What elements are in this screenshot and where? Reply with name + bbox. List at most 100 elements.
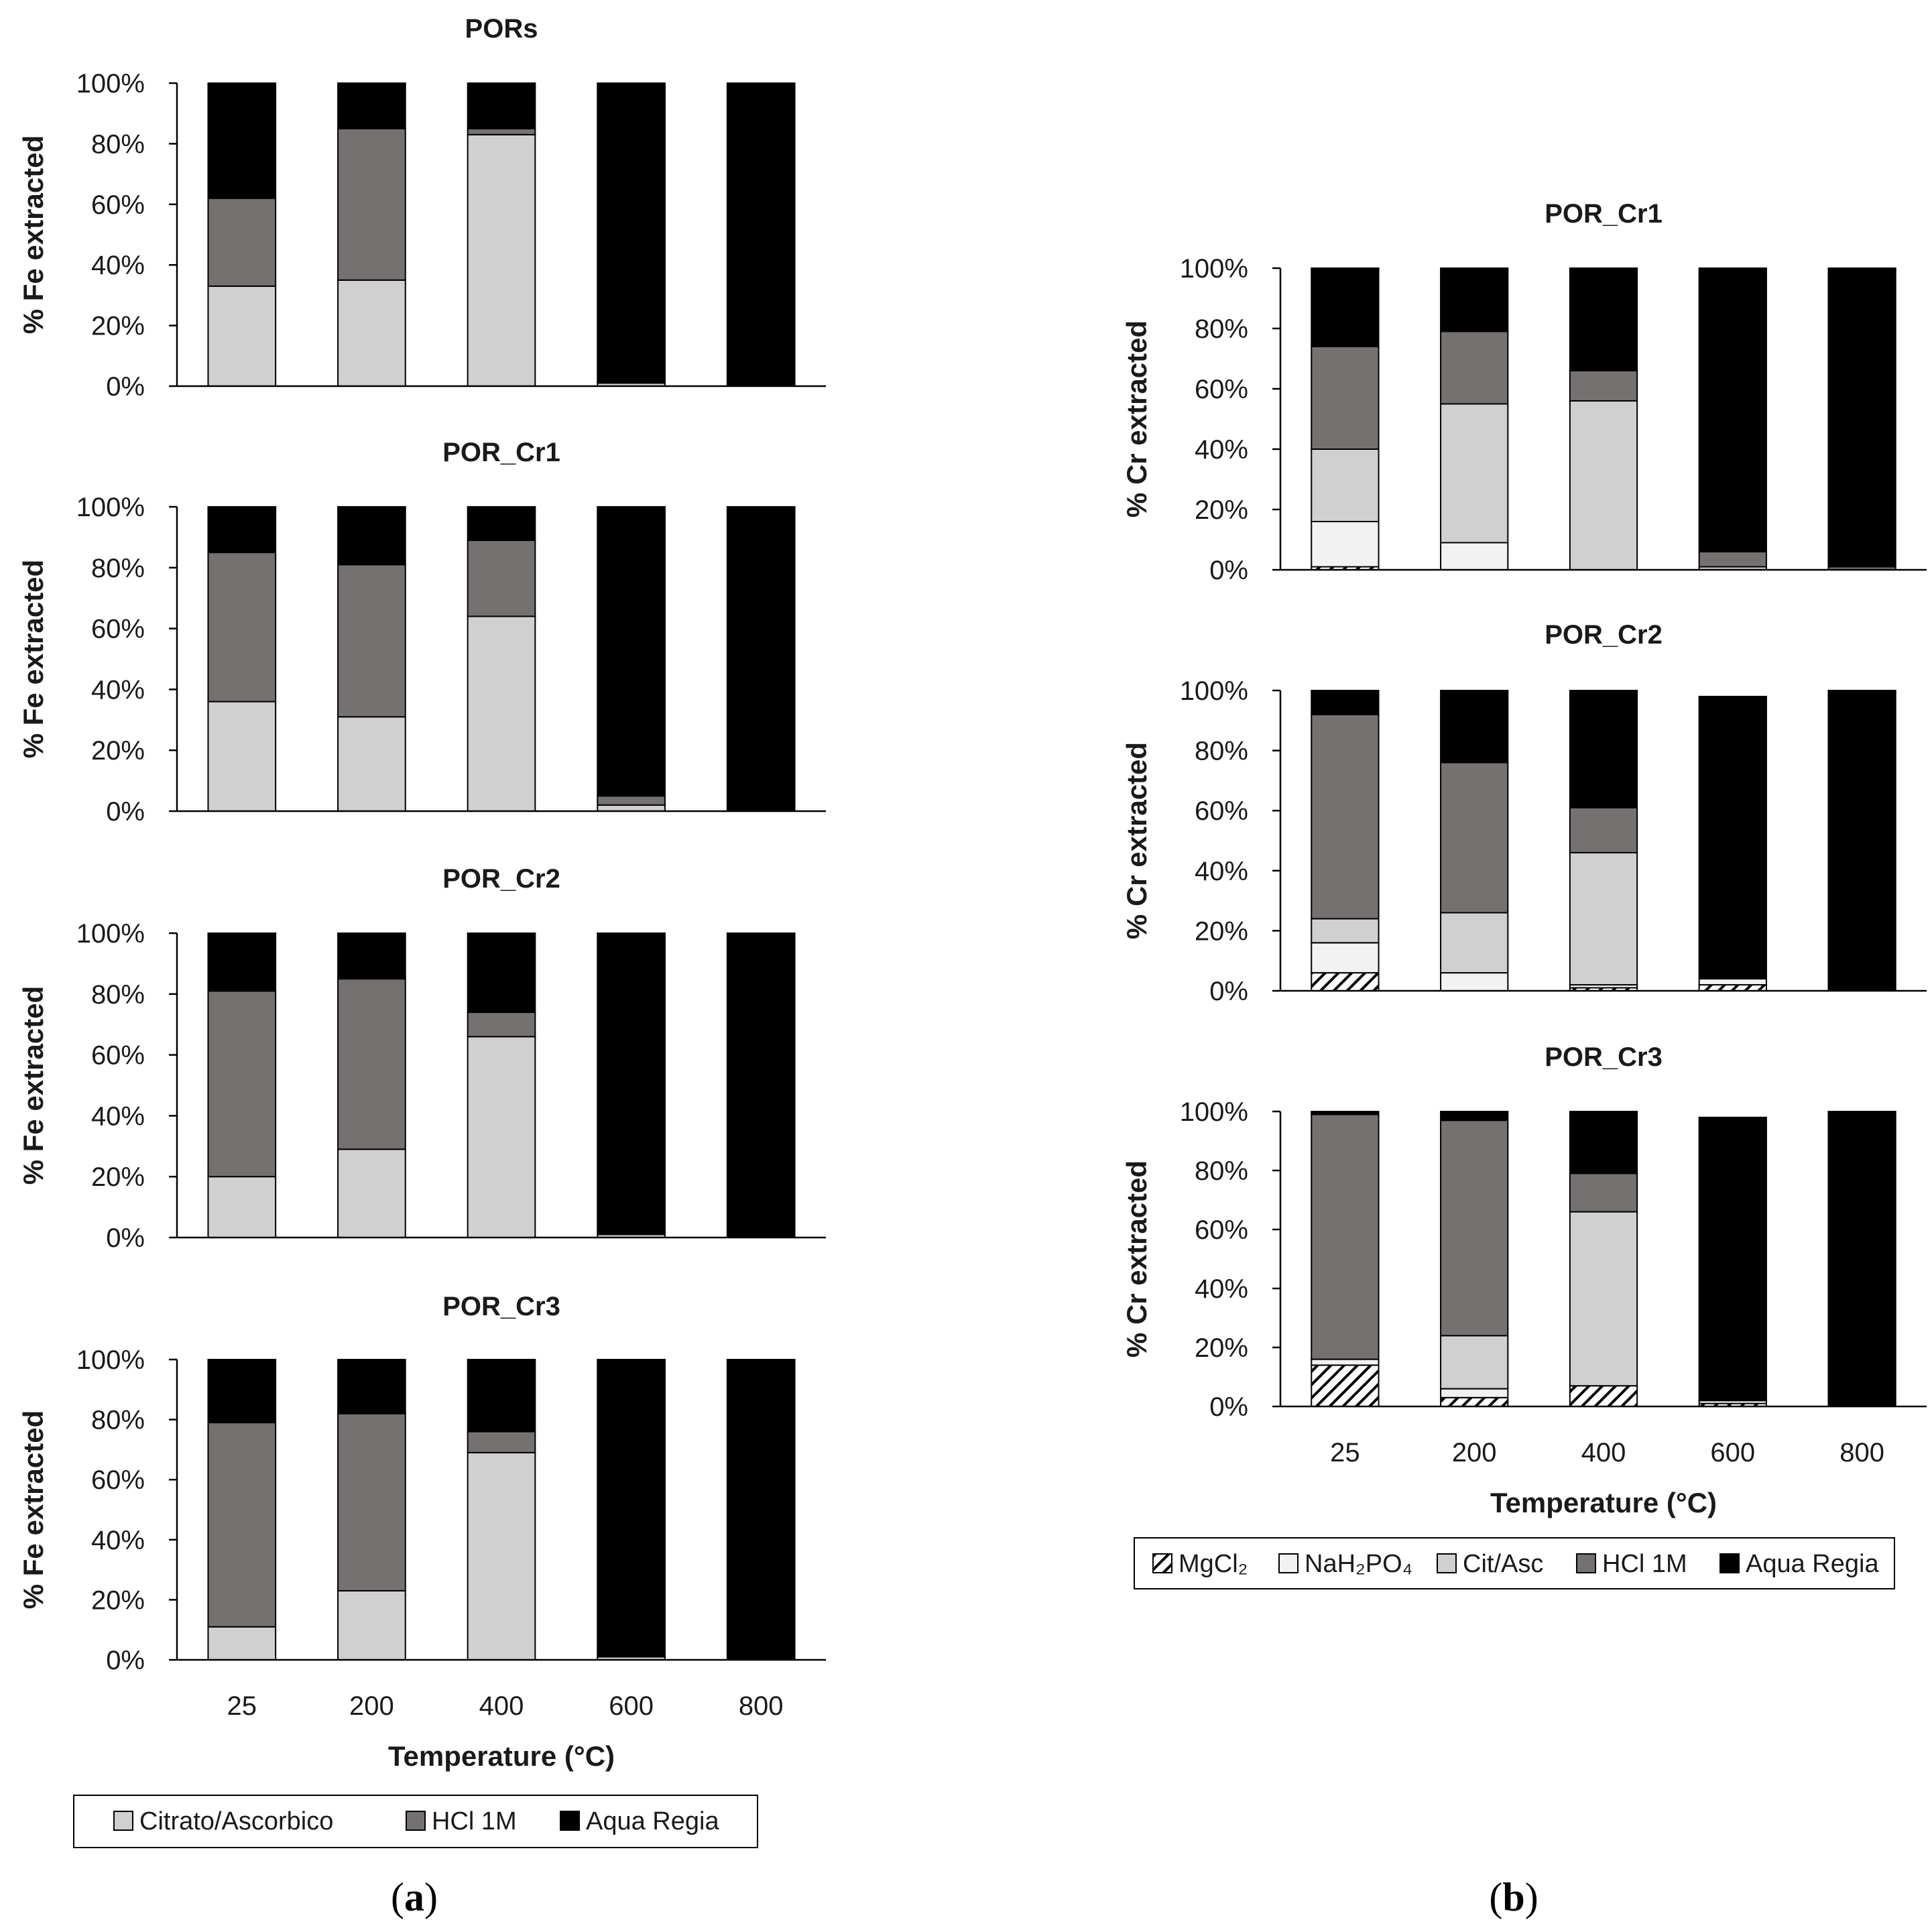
y-tick-label: 0% xyxy=(106,1223,145,1253)
bar-segment xyxy=(467,1451,536,1661)
bar-segment xyxy=(207,506,277,554)
legend-b-label-mgcl2: MgCl₂ xyxy=(1179,1550,1248,1578)
legend-a-swatch-hcl xyxy=(406,1811,426,1831)
chart-b1: POR_Cr1 0% 20% 40% 60% 80% 100% % Cr extracted xyxy=(1121,199,1927,585)
bar-segment xyxy=(1440,1120,1509,1337)
bar-segment xyxy=(337,1148,406,1238)
legend-b-swatch-nah2po4 xyxy=(1278,1553,1299,1573)
bar-segment xyxy=(337,932,406,980)
y-axis-label: % Cr extracted xyxy=(1121,742,1152,939)
bar-segment xyxy=(1311,346,1380,450)
bar-segment xyxy=(1569,370,1638,402)
bar-segment xyxy=(1827,690,1896,991)
chart-a4: POR_Cr3 0% 20% 40% 60% 80% 100% % Fe extracted 2… xyxy=(17,1292,826,1772)
panel-a-close: ) xyxy=(424,1875,438,1919)
y-tick-label: 60% xyxy=(91,1465,145,1495)
bar-segment xyxy=(1569,851,1638,986)
bar-segment xyxy=(597,932,666,1236)
bar-segment xyxy=(207,1422,277,1628)
legend-b-label-cit-asc: Cit/Asc xyxy=(1463,1550,1543,1578)
bar-segment xyxy=(337,978,406,1150)
bar-segment xyxy=(467,82,536,129)
legend-b: MgCl₂ NaH₂PO₄ Cit/Asc HCl 1M Aqua Regia xyxy=(1134,1537,1895,1589)
bar-segment xyxy=(337,564,406,718)
y-tick-label: 0% xyxy=(1209,556,1248,585)
panel-b-close: ) xyxy=(1525,1875,1538,1919)
x-axis-label: Temperature (°C) xyxy=(388,1740,615,1772)
y-tick-label: 100% xyxy=(76,1345,145,1375)
y-tick-label: 80% xyxy=(1195,1156,1248,1186)
bar-segment xyxy=(1440,1388,1509,1398)
y-tick-label: 20% xyxy=(91,312,145,341)
legend-b-swatch-aqua xyxy=(1719,1553,1740,1573)
panel-a-letter: a xyxy=(404,1875,424,1919)
x-tick-label: 400 xyxy=(1581,1438,1626,1467)
x-tick-label: 600 xyxy=(609,1691,654,1721)
bar-segment xyxy=(467,133,536,387)
bar-segment xyxy=(207,197,277,287)
panel-label-b: (b) xyxy=(1489,1875,1538,1919)
y-tick-label: 100% xyxy=(1180,254,1248,284)
chart-title: PORs xyxy=(465,14,538,44)
bar-segment xyxy=(1569,806,1638,853)
chart-a1: PORs 0% 20% 40% 60% 80% 100% % Fe extracted xyxy=(17,14,826,402)
bar-segment xyxy=(1569,400,1638,570)
bar-segment xyxy=(1311,521,1380,568)
y-tick-label: 60% xyxy=(91,615,145,644)
bar-segment xyxy=(467,1431,536,1453)
x-tick-label: 200 xyxy=(349,1691,394,1721)
chart-title: POR_Cr3 xyxy=(1545,1042,1663,1072)
x-tick-label: 25 xyxy=(1330,1438,1360,1467)
bar-segment xyxy=(1569,1172,1638,1213)
y-tick-label: 100% xyxy=(76,493,145,522)
bar-segment xyxy=(1440,1396,1509,1408)
bar-segment xyxy=(597,82,666,384)
bar-segment xyxy=(337,127,406,281)
bar-segment xyxy=(337,506,406,566)
bar-segment xyxy=(1569,1211,1638,1387)
y-tick-label: 100% xyxy=(1180,676,1248,706)
bar-segment xyxy=(337,82,406,129)
y-tick-label: 0% xyxy=(1209,977,1248,1006)
y-tick-label: 80% xyxy=(1195,314,1248,344)
bar-segment xyxy=(597,506,666,797)
bar-segment xyxy=(1311,713,1380,920)
y-tick-label: 80% xyxy=(1195,737,1248,766)
legend-a-label-cit-asc: Citrato/Ascorbico xyxy=(139,1807,333,1835)
bar-segment xyxy=(207,932,277,992)
chart-title: POR_Cr2 xyxy=(442,864,560,894)
bar-segment xyxy=(467,1036,536,1238)
bar-segment xyxy=(337,279,406,387)
bar-segment xyxy=(1827,1111,1896,1407)
y-tick-label: 40% xyxy=(91,675,145,705)
panel-b-letter: b xyxy=(1502,1875,1524,1919)
bar-segment xyxy=(207,990,277,1178)
y-tick-label: 20% xyxy=(1195,495,1248,525)
bar-segment xyxy=(207,1626,277,1661)
bar-segment xyxy=(1440,1111,1509,1122)
chart-title: POR_Cr1 xyxy=(442,438,560,467)
bar-segment xyxy=(207,82,277,199)
y-tick-label: 80% xyxy=(91,980,145,1010)
bar-segment xyxy=(726,932,796,1238)
panel-a-open: ( xyxy=(391,1875,404,1919)
y-tick-label: 80% xyxy=(91,1406,145,1435)
y-axis-label: % Cr extracted xyxy=(1121,320,1152,518)
chart-b2: POR_Cr2 0% 20% 40% 60% 80% 100% % Cr extracted xyxy=(1121,620,1927,1006)
bar-segment xyxy=(1698,267,1767,552)
bar-segment xyxy=(726,506,796,812)
chart-a3: POR_Cr2 0% 20% 40% 60% 80% 100% % Fe extracted xyxy=(17,864,826,1253)
bar-segment xyxy=(207,701,277,812)
bar-segment xyxy=(1569,267,1638,371)
bar-segment xyxy=(207,1359,277,1424)
legend-b-label-nah2po4: NaH₂PO₄ xyxy=(1305,1550,1412,1578)
bar-segment xyxy=(1698,978,1767,986)
y-tick-label: 100% xyxy=(76,919,145,949)
bar-segment xyxy=(1440,690,1509,764)
legend-a-label-aqua: Aqua Regia xyxy=(586,1807,719,1835)
bar-segment xyxy=(1440,972,1509,991)
x-tick-label: 200 xyxy=(1452,1438,1497,1467)
bar-segment xyxy=(467,932,536,1014)
bar-segment xyxy=(597,1359,666,1658)
